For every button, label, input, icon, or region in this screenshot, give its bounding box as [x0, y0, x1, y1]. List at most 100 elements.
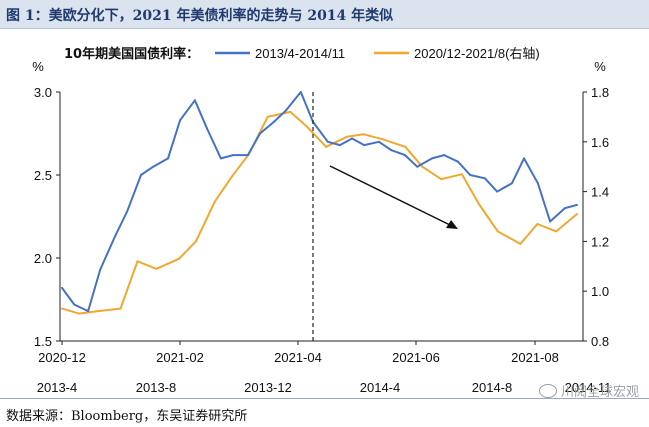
left-axis-unit: %	[32, 59, 44, 74]
series-line-2021-point	[61, 307, 63, 310]
series-line-2014-point	[326, 140, 329, 143]
series-line-2014-point	[259, 132, 261, 135]
series-line-2021-point	[345, 135, 348, 138]
series-line-2021-point	[519, 242, 522, 245]
series-line-2021-point	[536, 223, 539, 225]
series-line-2021-point	[289, 110, 292, 113]
series-line-2021-point	[306, 125, 309, 128]
series-line-2021-point	[178, 257, 180, 260]
series-line-2014-point	[378, 140, 380, 143]
right-tick-label: 0.8	[591, 334, 609, 349]
figure-title: 图 1：美欧分化下，2021 年美债利率的走势与 2014 年类似	[6, 8, 394, 24]
series-line-2014-point	[443, 154, 446, 157]
x-tick-label-top: 2021-08	[511, 350, 559, 365]
series-line-2014-point	[523, 157, 525, 160]
series-line-2014-point	[351, 137, 354, 140]
series-line-2021-point	[421, 165, 424, 168]
series-line-2014-point	[87, 310, 90, 313]
source-footer: 数据来源：Bloomberg，东吴证券研究所 川阅全球宏观	[0, 384, 649, 427]
series-line-2021-point	[96, 310, 99, 313]
right-tick-label: 1.2	[591, 234, 609, 249]
right-axis-unit: %	[594, 59, 606, 74]
series-line-2014-point	[404, 154, 406, 157]
source-note: 数据来源：Bloomberg，东吴证券研究所	[6, 409, 248, 424]
series-line-2021-point	[404, 145, 407, 148]
watermark: 川阅全球宏观	[538, 381, 639, 400]
x-tick-label-top: 2020-12	[38, 350, 86, 365]
series-line-2014-point	[126, 210, 129, 213]
series-line-2014-point	[338, 144, 341, 147]
series-line-2014	[61, 91, 578, 313]
x-tick-label-bottom: 2014-8	[472, 380, 512, 395]
x-tick-label-top: 2021-04	[274, 350, 322, 365]
series-line-2014-point	[576, 203, 578, 206]
right-tick-label: 1.4	[591, 185, 609, 200]
trend-arrow-shaft	[329, 165, 453, 227]
series-line-2014-point	[206, 127, 208, 130]
legend-label-series-2021: 2020/12-2021/8(右轴)	[414, 46, 540, 61]
series-line-2014-point	[246, 154, 249, 157]
x-tick-label-bottom: 2013-8	[136, 380, 176, 395]
series-line-2014-point	[285, 109, 288, 112]
series-line-2014-point	[193, 99, 196, 102]
series-line-2021-point	[496, 230, 499, 233]
series-line-2021-point	[213, 200, 216, 203]
series-line-2014-point	[152, 165, 155, 168]
series-line-2021-point	[477, 203, 480, 205]
series-line-2021-point	[362, 133, 365, 136]
series-line-2021-point	[119, 307, 122, 310]
annotations	[312, 92, 458, 341]
series-line-2014-point	[232, 154, 235, 157]
line-chart: 10年期美国国债利率： 2013/4-2014/11 2020/12-2021/…	[32, 46, 611, 395]
series-line-2014-point	[510, 182, 513, 185]
series-line-2014-point	[272, 120, 275, 123]
trend-arrow-head	[446, 220, 458, 229]
x-tick-label-bottom: 2014-11	[565, 380, 612, 395]
series-line-2014-point	[431, 157, 433, 160]
series-line-2021-point	[576, 213, 578, 215]
x-tick-label-top: 2021-06	[392, 350, 440, 365]
figure-title-bar: 图 1：美欧分化下，2021 年美债利率的走势与 2014 年类似	[0, 0, 649, 29]
series-line-2014-point	[536, 182, 539, 185]
series-line-2014-point	[483, 177, 486, 180]
x-tick-label-top: 2021-02	[156, 350, 204, 365]
series-line-2014-point	[390, 149, 393, 152]
series-line-2021-point	[230, 175, 233, 178]
series-line-2014-point	[140, 174, 142, 176]
series-line-2014-point	[299, 91, 302, 93]
right-tick-label: 1.8	[591, 85, 609, 100]
series-line-2014-point	[179, 119, 182, 122]
wechat-logo-icon	[538, 384, 557, 398]
series-lines	[61, 91, 578, 315]
watermark-text: 川阅全球宏观	[560, 384, 639, 399]
x-tick-label-bottom: 2013-12	[244, 380, 292, 395]
x-tick-label-bottom: 2014-4	[360, 380, 400, 395]
right-tick-label: 1.0	[591, 284, 609, 299]
series-line-2014-point	[99, 268, 102, 271]
series-line-2014-point	[563, 207, 566, 210]
legend-title: 10年期美国国债利率：	[64, 46, 199, 62]
left-tick-label: 3.0	[34, 85, 52, 100]
series-line-2014-point	[114, 235, 116, 238]
series-line-2014-point	[496, 190, 499, 193]
series-line-2021-point	[266, 115, 269, 118]
legend-label-series-2014: 2013/4-2014/11	[255, 46, 345, 61]
series-line-2021-point	[555, 230, 558, 233]
series-line-2021-point	[194, 240, 197, 243]
axes: 1.5 2.0 2.5 3.0 0.8 1.0 1.2 1.4 1.6 1.8 2020-12 202…	[34, 85, 611, 395]
left-tick-label: 1.5	[34, 334, 52, 349]
right-tick-label: 1.6	[591, 135, 609, 150]
series-line-2021-point	[325, 145, 328, 148]
series-line-2014-point	[167, 157, 169, 160]
series-line-2014-point	[219, 157, 222, 160]
series-line-2014-point	[363, 144, 366, 147]
series-line-2014-point	[73, 303, 76, 306]
series-line-2021-point	[155, 267, 158, 270]
series-line-2021-point	[78, 312, 80, 315]
series-line-2021-point	[460, 173, 463, 176]
series-line-2021-point	[381, 138, 384, 141]
series-line-2014-point	[469, 174, 472, 176]
series-line-2014-point	[457, 160, 459, 163]
left-tick-label: 2.5	[34, 168, 52, 183]
series-line-2014-point	[549, 220, 552, 223]
